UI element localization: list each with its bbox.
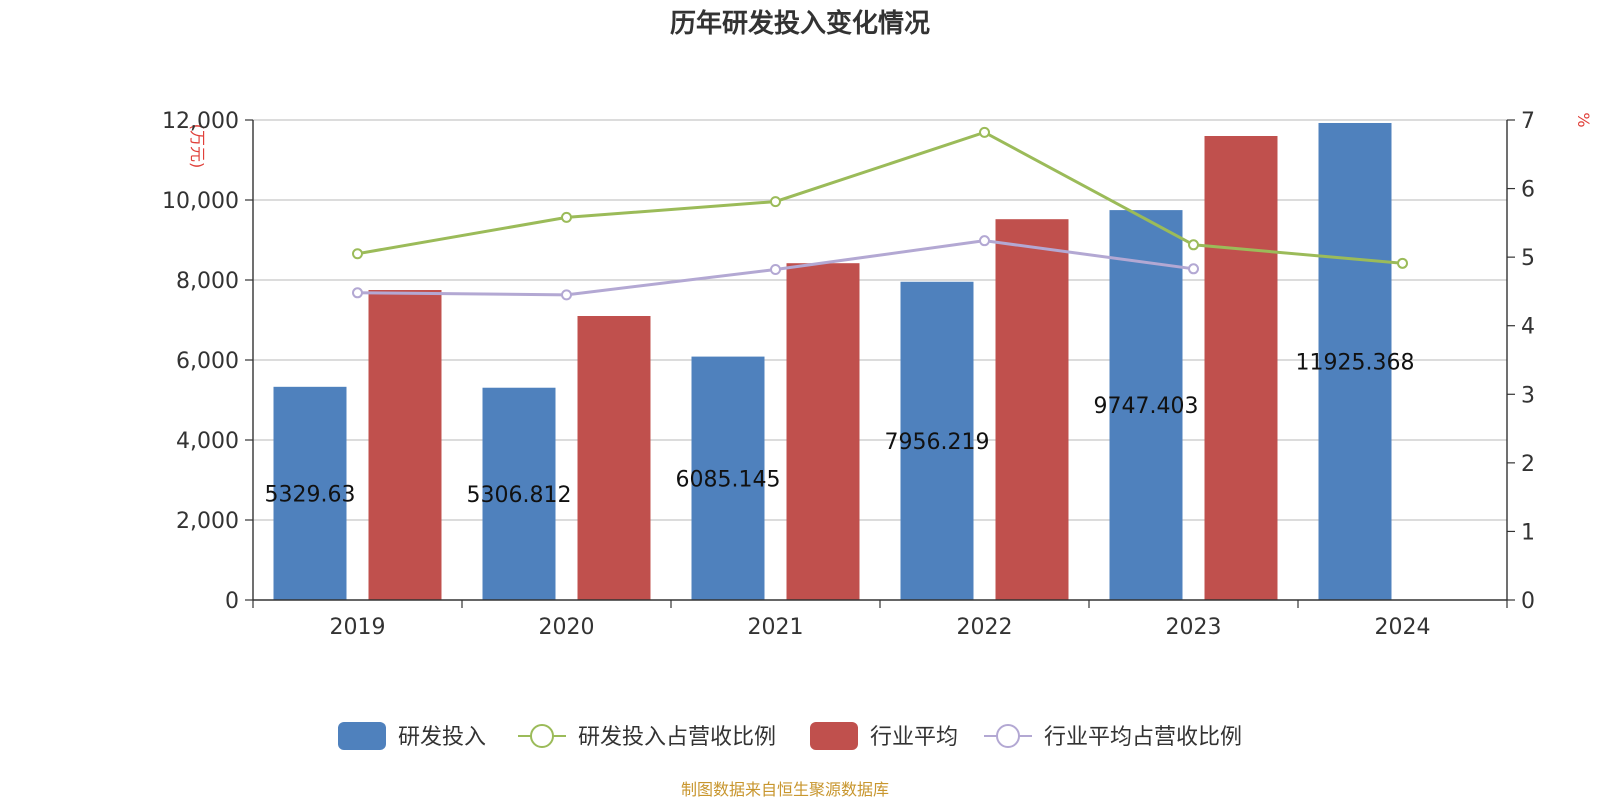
bar-value-label: 6085.145 — [676, 467, 781, 492]
line-point — [770, 263, 781, 275]
legend-label: 行业平均占营收比例 — [1044, 725, 1242, 750]
right-axis-unit: % — [1574, 112, 1593, 127]
line-rd-ratio — [357, 130, 1403, 265]
line-point — [979, 126, 990, 138]
bar-value-label: 5329.63 — [265, 482, 356, 507]
line-point — [1188, 239, 1199, 251]
bar-industry-average — [1204, 136, 1278, 600]
x-tick-label: 2024 — [1375, 615, 1431, 640]
right-tick-label: 2 — [1521, 452, 1535, 477]
left-tick-label: 10,000 — [162, 189, 239, 214]
lines — [352, 126, 1408, 301]
x-tick-label: 2022 — [957, 615, 1013, 640]
right-tick-label: 5 — [1521, 246, 1535, 271]
line-point — [770, 196, 781, 208]
line-point — [561, 289, 572, 301]
x-tick-label: 2023 — [1166, 615, 1222, 640]
legend-label: 行业平均 — [870, 725, 958, 750]
x-tick-label: 2020 — [539, 615, 595, 640]
bar-value-label: 5306.812 — [467, 483, 572, 508]
legend-swatch-marker — [996, 724, 1020, 748]
right-tick-label: 4 — [1521, 315, 1535, 340]
legend-swatch-marker — [530, 724, 554, 748]
line-point — [1397, 257, 1408, 269]
bar-rd-investment — [691, 356, 765, 600]
chart-title: 历年研发投入变化情况 — [670, 8, 930, 39]
legend-label: 研发投入占营收比例 — [578, 725, 776, 750]
left-tick-label: 8,000 — [176, 269, 239, 294]
right-tick-label: 3 — [1521, 383, 1535, 408]
bar-value-label: 9747.403 — [1094, 394, 1199, 419]
right-tick-label: 1 — [1521, 520, 1535, 545]
right-tick-label: 7 — [1521, 109, 1535, 134]
legend-swatch-bar — [810, 722, 858, 750]
line-point — [352, 248, 363, 260]
bar-industry-average — [368, 290, 442, 600]
right-tick-label: 0 — [1521, 589, 1535, 614]
legend-swatch-bar — [338, 722, 386, 750]
x-tick-label: 2019 — [330, 615, 386, 640]
bar-rd-investment — [273, 386, 347, 600]
bar-value-label: 7956.219 — [885, 430, 990, 455]
source-note: 制图数据来自恒生聚源数据库 — [681, 780, 889, 799]
axes: 0 2,000 4,000 6,000 8,000 10,000 12,000 0 1 2 3 4 5 6… — [162, 109, 1535, 640]
line-point — [352, 287, 363, 299]
left-tick-label: 2,000 — [176, 509, 239, 534]
legend: 研发投入 研发投入占营收比例 行业平均 行业平均占营收比例 — [338, 722, 1242, 750]
data-labels: 5329.63 5306.812 6085.145 7956.219 9747.403 1… — [265, 350, 1415, 507]
line-point — [1188, 263, 1199, 275]
legend-label: 研发投入 — [398, 725, 486, 750]
line-point — [561, 211, 572, 223]
left-axis-unit: (万元) — [188, 124, 207, 169]
bar-rd-investment — [1109, 210, 1183, 600]
bar-value-label: 11925.368 — [1296, 350, 1415, 375]
left-tick-label: 0 — [225, 589, 239, 614]
left-tick-label: 6,000 — [176, 349, 239, 374]
bar-rd-investment — [482, 387, 556, 600]
bar-rd-investment — [900, 281, 974, 600]
bar-industry-average — [786, 263, 860, 600]
gridlines — [253, 119, 1507, 521]
left-tick-label: 4,000 — [176, 429, 239, 454]
x-tick-label: 2021 — [748, 615, 804, 640]
bar-rd-investment — [1318, 122, 1392, 600]
bars — [273, 122, 1392, 600]
right-tick-label: 6 — [1521, 178, 1535, 203]
line-point — [979, 235, 990, 247]
left-tick-label: 12,000 — [162, 109, 239, 134]
bar-industry-average — [577, 316, 651, 600]
bar-industry-average — [995, 219, 1069, 600]
